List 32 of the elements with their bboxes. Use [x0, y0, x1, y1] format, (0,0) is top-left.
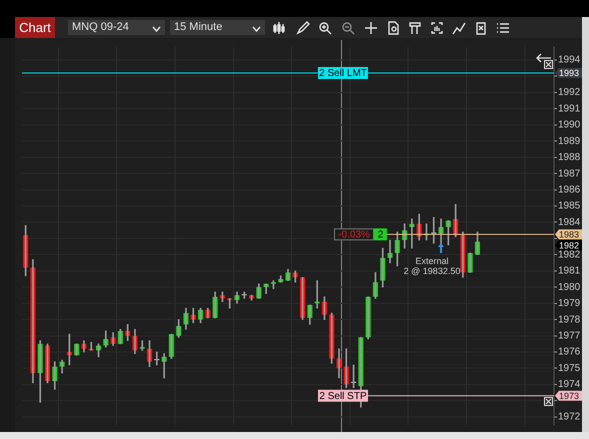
- y-tick-label: 1988: [558, 152, 581, 164]
- y-tick-label: 1979: [558, 298, 581, 310]
- text: 1983: [559, 229, 580, 240]
- y-tick-label: 1984: [558, 216, 581, 228]
- annotation: 2: [378, 230, 384, 241]
- text: 15 Minute: [170, 20, 265, 35]
- y-tick-label: 1977: [558, 330, 581, 342]
- y-tick-label: 1989: [558, 136, 581, 147]
- y-tick-label: 1985: [558, 200, 581, 212]
- chart-title: Chart: [15, 17, 55, 38]
- y-tick-label: 1991: [558, 103, 581, 114]
- chart-subtitle: MNQ 09-24: [68, 20, 165, 35]
- y-tick-label: 1981: [558, 266, 581, 277]
- annotation: 2 @ 19832.50: [404, 266, 460, 276]
- y-tick-label: 1978: [558, 314, 581, 326]
- text: 1973: [559, 390, 580, 401]
- y-tick-label: 1974: [558, 379, 581, 390]
- y-tick-label: 1976: [558, 346, 581, 358]
- y-tick-label: 1975: [558, 362, 581, 374]
- text: 1993: [559, 68, 580, 78]
- y-tick-label: 1982: [558, 249, 581, 260]
- y-tick-label: 1986: [558, 184, 581, 196]
- y-tick-label: 1987: [558, 168, 581, 180]
- ref-line-label: 2 Sell LMT: [319, 68, 367, 80]
- ref-line-label: 2 Sell STP: [319, 391, 367, 402]
- annotation: -0.03%: [338, 230, 370, 241]
- y-tick-label: 1972: [558, 412, 581, 423]
- y-tick-label: 1990: [558, 120, 581, 131]
- y-tick-label: 1992: [558, 87, 581, 98]
- y-tick-label: 1980: [558, 282, 581, 293]
- annotation: External: [415, 256, 449, 266]
- y-tick-label: 1994: [558, 54, 581, 66]
